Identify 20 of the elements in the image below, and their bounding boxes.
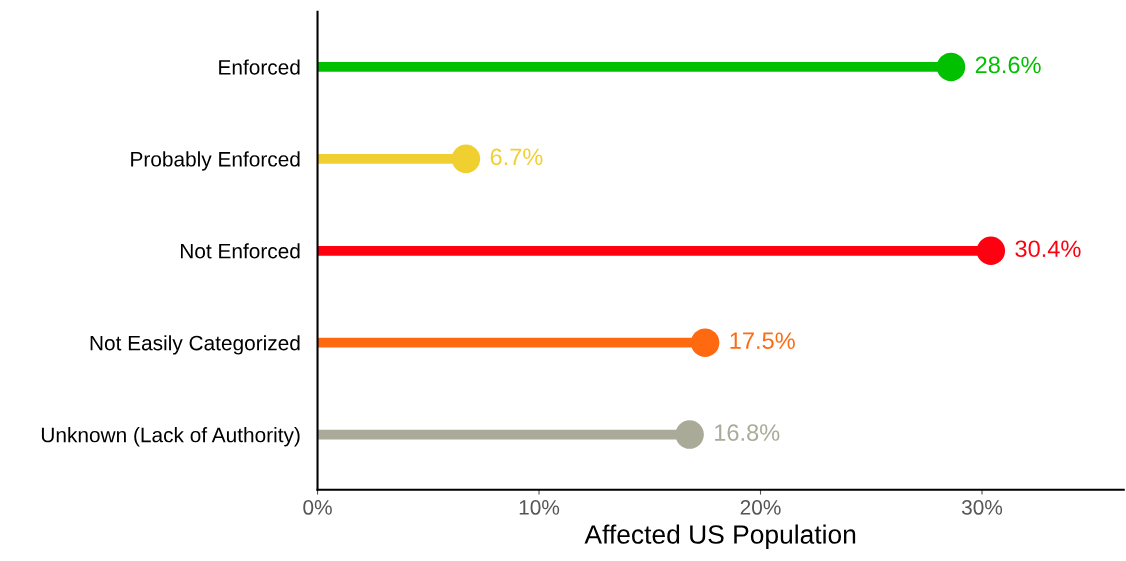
x-tick-label: 20% xyxy=(740,500,781,515)
point xyxy=(690,328,720,357)
y-tick-label: Enforced xyxy=(219,59,300,75)
y-tick-label: Not Enforced xyxy=(180,243,300,259)
x-tick-label: 30% xyxy=(961,500,1003,515)
x-tick-label: 0% xyxy=(303,500,332,515)
point xyxy=(936,52,966,82)
point xyxy=(976,236,1006,265)
y-tick-label: Unknown (Lack of Authority) xyxy=(41,427,300,447)
y-tick-label: Probably Enforced xyxy=(131,151,300,171)
point xyxy=(451,144,481,174)
point xyxy=(675,420,704,449)
data-label: 30.4% xyxy=(1015,240,1081,258)
data-label: 28.6% xyxy=(975,56,1041,74)
x-tick-label: 10% xyxy=(519,500,560,515)
data-label: 17.5% xyxy=(730,332,795,350)
data-label: 6.7% xyxy=(490,148,543,166)
x-axis-title: Affected US Population xyxy=(584,524,856,550)
y-tick-label: Not Easily Categorized xyxy=(90,335,300,355)
data-label: 16.8% xyxy=(715,424,780,441)
